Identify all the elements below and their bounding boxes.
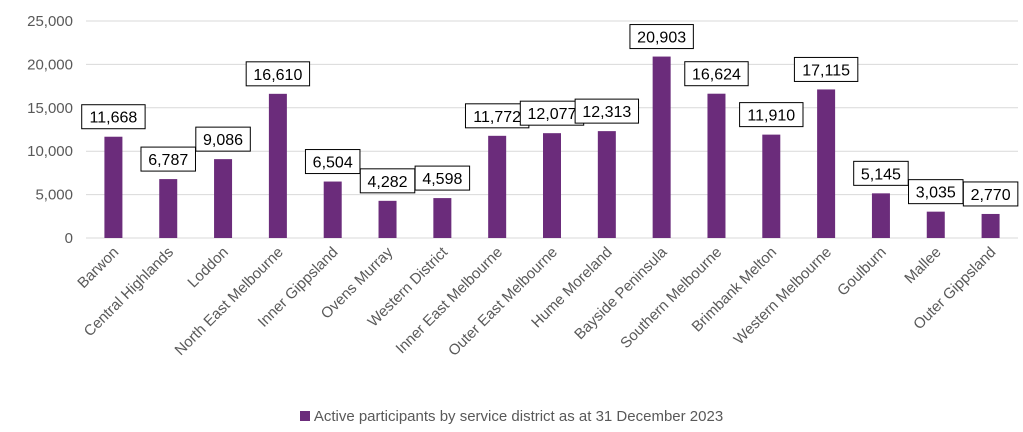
bar xyxy=(981,213,1000,238)
data-label: 6,787 xyxy=(148,152,188,169)
y-tick-label: 0 xyxy=(65,230,73,247)
data-label: 6,504 xyxy=(313,155,353,172)
y-tick-label: 20,000 xyxy=(27,56,73,73)
bar xyxy=(871,193,890,238)
x-tick-label: Barwon xyxy=(74,244,122,292)
data-label: 3,035 xyxy=(916,185,956,202)
data-label: 2,770 xyxy=(971,187,1011,204)
bar xyxy=(159,179,178,238)
data-label: 12,077 xyxy=(528,106,577,123)
x-tick-label: Outer East Melbourne xyxy=(445,244,561,360)
data-label-box xyxy=(464,103,530,129)
data-label-box xyxy=(739,102,804,128)
data-label-box xyxy=(684,61,749,87)
x-tick-label: Mallee xyxy=(901,244,944,287)
data-label-box xyxy=(908,179,964,205)
y-tick-label: 10,000 xyxy=(27,143,73,160)
legend-label: Active participants by service district … xyxy=(313,408,724,425)
x-tick-label: Goulburn xyxy=(834,244,890,300)
data-label: 16,624 xyxy=(692,67,741,84)
data-label: 4,598 xyxy=(422,171,462,188)
data-label-box xyxy=(359,168,416,194)
y-tick-label: 5,000 xyxy=(35,187,73,204)
data-label-box xyxy=(962,181,1019,207)
bar xyxy=(707,93,726,239)
data-label: 11,910 xyxy=(747,108,795,125)
legend: Active participants by service district … xyxy=(0,408,1023,425)
data-label-box xyxy=(304,149,361,175)
bar xyxy=(104,136,123,238)
bar xyxy=(926,211,945,238)
x-tick-label: Bayside Peninsula xyxy=(571,243,671,343)
data-label-box xyxy=(81,104,146,130)
data-label: 16,610 xyxy=(253,67,302,84)
x-tick-label: Southern Melbourne xyxy=(617,244,725,352)
data-label-box xyxy=(519,100,585,126)
bar xyxy=(214,159,233,238)
x-tick-label: Western Melbourne xyxy=(731,244,835,348)
data-label-box xyxy=(245,61,311,87)
data-labels: 11,668 6,787 9,086 16,610 6,504 4,282 4,598 11,… xyxy=(81,24,1019,207)
bar xyxy=(268,93,287,239)
bar xyxy=(543,133,561,238)
y-tick-label: 25,000 xyxy=(27,13,73,30)
data-label-box xyxy=(140,146,196,172)
x-tick-label: North East Melbourne xyxy=(172,244,287,359)
data-label: 17,115 xyxy=(802,62,850,79)
x-tick-label: Inner East Melbourne xyxy=(393,244,506,357)
y-tick-label: 15,000 xyxy=(27,100,73,117)
data-label: 4,282 xyxy=(368,174,408,191)
data-label-box xyxy=(574,98,640,124)
data-label: 20,903 xyxy=(637,30,686,47)
data-label: 11,772 xyxy=(473,109,521,126)
data-label: 5,145 xyxy=(861,166,901,183)
data-label: 12,313 xyxy=(582,104,631,121)
bar xyxy=(433,198,452,238)
bars xyxy=(104,56,1000,239)
bar xyxy=(323,181,342,238)
data-label-box xyxy=(853,160,909,186)
bar xyxy=(378,200,397,238)
bar xyxy=(817,89,836,238)
bar xyxy=(597,131,616,238)
data-label: 9,086 xyxy=(203,132,243,149)
x-tick-label: Loddon xyxy=(184,244,231,291)
data-label-box xyxy=(793,56,859,82)
data-label-box xyxy=(414,165,471,191)
legend-swatch xyxy=(299,411,310,421)
bar xyxy=(652,56,671,239)
data-label-box xyxy=(629,24,694,50)
data-label: 11,668 xyxy=(90,110,138,127)
bar xyxy=(488,135,507,238)
bar xyxy=(762,134,781,238)
y-axis-ticks: 0 5,000 10,000 15,000 20,000 25,000 xyxy=(27,13,73,247)
data-label-box xyxy=(195,126,251,152)
